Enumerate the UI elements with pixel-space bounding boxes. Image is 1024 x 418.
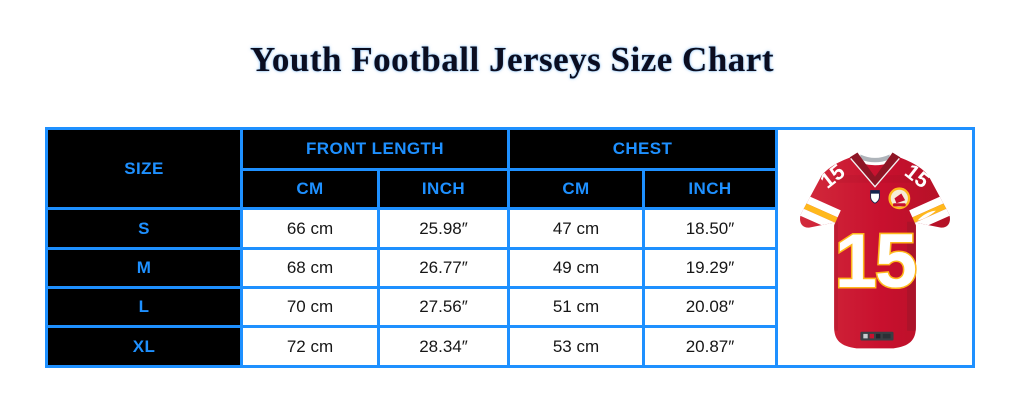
jersey-number: 15 — [835, 218, 916, 303]
row-m-size: M — [48, 250, 240, 286]
row-l-chest-cm: 51 cm — [510, 289, 642, 325]
subheader-chest-cm: CM — [510, 171, 642, 207]
row-s-chest-cm: 47 cm — [510, 210, 642, 247]
size-chart-table: SIZE FRONT LENGTH CHEST — [45, 127, 975, 368]
jersey-collar — [849, 152, 901, 188]
jersey-inner-collar — [860, 154, 890, 162]
jersey-image-cell: 15 15 15 — [778, 130, 972, 365]
nike-swoosh-icon — [917, 210, 936, 221]
row-xl-front-cm: 72 cm — [243, 328, 377, 365]
row-l-front-inch: 27.56″ — [380, 289, 507, 325]
chiefs-patch-icon — [888, 186, 911, 209]
subheader-front-cm: CM — [243, 171, 377, 207]
jersey-image: 15 15 15 — [800, 152, 950, 348]
row-m-chest-cm: 49 cm — [510, 250, 642, 286]
subheader-front-inch: INCH — [380, 171, 507, 207]
page-title: Youth Football Jerseys Size Chart — [250, 40, 774, 79]
row-s-front-inch: 25.98″ — [380, 210, 507, 247]
row-xl-chest-cm: 53 cm — [510, 328, 642, 365]
header-front-length: FRONT LENGTH — [243, 130, 507, 168]
row-m-chest-inch: 19.29″ — [645, 250, 775, 286]
jock-tag — [860, 331, 894, 341]
row-xl-front-inch: 28.34″ — [380, 328, 507, 365]
row-s-front-cm: 66 cm — [243, 210, 377, 247]
subheader-chest-inch: INCH — [645, 171, 775, 207]
row-xl-size: XL — [48, 328, 240, 365]
nfl-shield-icon — [870, 189, 880, 204]
row-s-size: S — [48, 210, 240, 247]
row-l-size: L — [48, 289, 240, 325]
header-size: SIZE — [48, 130, 240, 207]
header-chest: CHEST — [510, 130, 775, 168]
row-m-front-inch: 26.77″ — [380, 250, 507, 286]
row-l-front-cm: 70 cm — [243, 289, 377, 325]
row-m-front-cm: 68 cm — [243, 250, 377, 286]
row-xl-chest-inch: 20.87″ — [645, 328, 775, 365]
jersey-collar-trim — [850, 157, 900, 188]
row-s-chest-inch: 18.50″ — [645, 210, 775, 247]
row-l-chest-inch: 20.08″ — [645, 289, 775, 325]
